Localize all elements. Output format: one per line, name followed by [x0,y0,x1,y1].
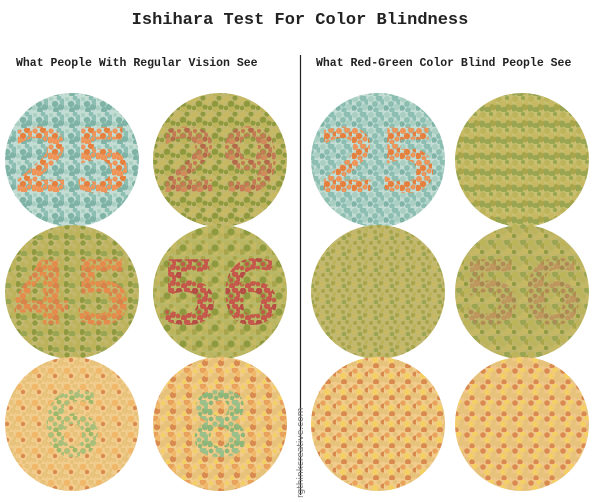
plate: 25 [5,93,139,227]
plate-number: 25 [317,110,439,213]
plate-disc [455,93,589,227]
panel-heading: What People With Regular Vision See [16,57,258,70]
plate [311,357,445,491]
plate: 6 [5,357,139,491]
plate-disc [455,357,589,491]
plate-disc [5,225,139,359]
plate-number: 8 [189,374,250,477]
plate [455,93,589,227]
plate-disc [455,225,589,359]
plate-disc [5,357,139,491]
plate-number: 25 [11,110,133,213]
plate-number: 56 [159,242,281,345]
plate-disc [311,357,445,491]
plate-disc [153,357,287,491]
plate: 56 [455,225,589,359]
plate: 25 [311,93,445,227]
plate-disc [153,225,287,359]
panel-heading: What Red-Green Color Blind People See [316,57,571,70]
plate-disc [5,93,139,227]
plate-number: 6 [41,374,102,477]
title: Ishihara Test For Color Blindness [132,11,469,30]
plate: 8 [153,357,287,491]
plate: 56 [153,225,287,359]
plate: 45 [5,225,139,359]
plate-disc [311,225,445,359]
plate [455,357,589,491]
plate-disc [153,93,287,227]
plate-disc [311,93,445,227]
watermark: rgthinkcreative.com [296,408,306,498]
plate-number: 56 [461,242,583,345]
plate-number: 45 [11,242,133,345]
plate: 29 [153,93,287,227]
plate [311,225,445,359]
plate-number: 29 [159,110,281,213]
